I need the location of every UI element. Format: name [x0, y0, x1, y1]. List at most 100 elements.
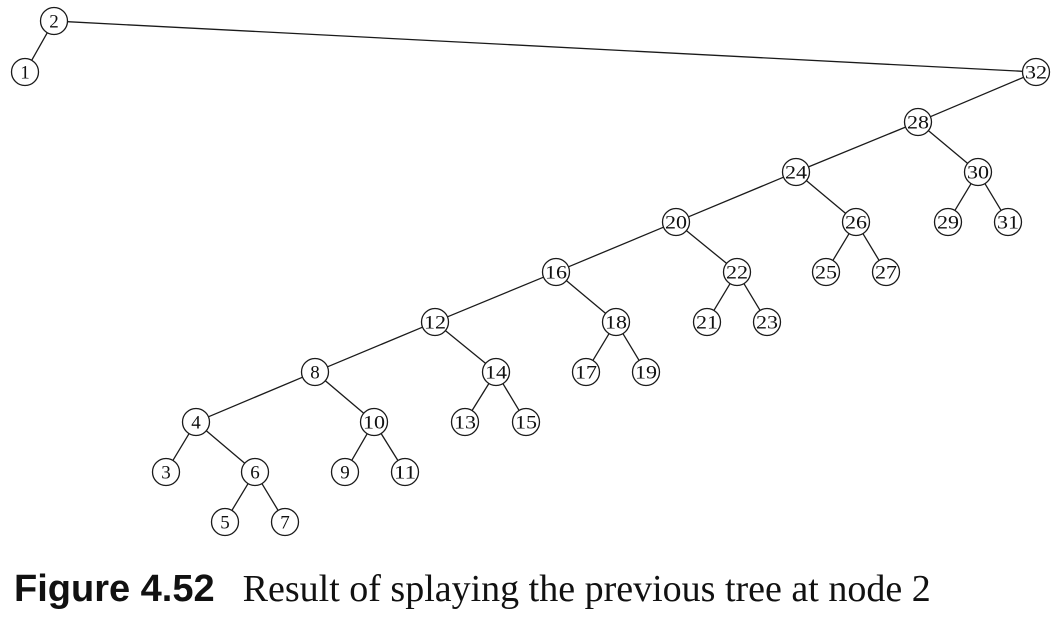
tree-node-28: 28: [903, 107, 933, 137]
node-label: 9: [340, 463, 350, 484]
tree-node-5: 5: [210, 507, 240, 537]
node-label: 18: [605, 313, 627, 334]
tree-node-18: 18: [601, 307, 631, 337]
node-circle: [903, 107, 933, 137]
node-label: 16: [545, 263, 567, 284]
figure-caption: Figure 4.52 Result of splaying the previo…: [14, 570, 931, 608]
node-label: 32: [1025, 63, 1047, 84]
edge-8-4: [208, 376, 303, 418]
node-circle: [1021, 57, 1051, 87]
tree-node-7: 7: [270, 507, 300, 537]
node-circle: [631, 357, 661, 387]
node-label: 20: [665, 213, 687, 234]
node-circle: [481, 357, 511, 387]
tree-node-27: 27: [871, 257, 901, 287]
edge-4-6: [205, 430, 246, 464]
tree-node-24: 24: [781, 157, 811, 187]
node-label: 15: [515, 413, 537, 434]
node-label: 12: [424, 313, 446, 334]
node-label: 28: [907, 113, 929, 134]
edge-28-24: [808, 126, 906, 168]
tree-node-3: 3: [151, 457, 181, 487]
edge-14-13: [471, 383, 490, 411]
edge-4-3: [172, 433, 190, 461]
tree-node-20: 20: [661, 207, 691, 237]
edge-32-28: [930, 76, 1024, 118]
node-label: 6: [250, 463, 260, 484]
tree-node-12: 12: [420, 307, 450, 337]
node-label: 11: [394, 463, 416, 484]
node-circle: [450, 407, 480, 437]
tree-node-9: 9: [330, 457, 360, 487]
node-label: 19: [635, 363, 657, 384]
edges-layer: [31, 21, 1024, 511]
edge-26-27: [862, 233, 880, 261]
node-circle: [933, 207, 963, 237]
node-circle: [151, 457, 181, 487]
node-label: 5: [220, 513, 230, 534]
node-circle: [963, 157, 993, 187]
node-circle: [571, 357, 601, 387]
edge-6-5: [231, 483, 249, 511]
node-circle: [10, 57, 40, 87]
node-label: 30: [967, 163, 989, 184]
tree-node-21: 21: [692, 307, 722, 337]
edge-24-26: [805, 180, 847, 214]
node-circle: [661, 207, 691, 237]
nodes-layer: 1234567891011121314151617181920212223242…: [10, 6, 1051, 537]
node-label: 4: [191, 413, 201, 434]
node-circle: [993, 207, 1023, 237]
edge-18-19: [622, 333, 640, 361]
tree-node-31: 31: [993, 207, 1023, 237]
edge-14-15: [502, 383, 520, 411]
tree-node-4: 4: [181, 407, 211, 437]
tree-node-6: 6: [240, 457, 270, 487]
node-label: 17: [575, 363, 597, 384]
node-circle: [781, 157, 811, 187]
node-circle: [39, 6, 69, 36]
edge-10-9: [351, 433, 368, 461]
node-circle: [722, 257, 752, 287]
node-circle: [420, 307, 450, 337]
node-label: 22: [726, 263, 748, 284]
edge-30-29: [954, 183, 972, 211]
tree-node-14: 14: [481, 357, 511, 387]
edge-26-25: [832, 233, 850, 261]
node-label: 8: [310, 363, 320, 384]
node-circle: [871, 257, 901, 287]
edge-20-16: [568, 226, 664, 268]
node-label: 7: [280, 513, 290, 534]
node-label: 23: [756, 313, 778, 334]
node-circle: [240, 457, 270, 487]
tree-node-15: 15: [511, 407, 541, 437]
edge-2-32: [67, 21, 1023, 72]
node-circle: [210, 507, 240, 537]
tree-node-23: 23: [752, 307, 782, 337]
node-circle: [752, 307, 782, 337]
node-label: 27: [875, 263, 897, 284]
node-circle: [511, 407, 541, 437]
node-label: 31: [997, 213, 1019, 234]
tree-node-19: 19: [631, 357, 661, 387]
edge-10-11: [380, 433, 399, 461]
tree-node-17: 17: [571, 357, 601, 387]
edge-12-8: [327, 326, 423, 368]
tree-node-2: 2: [39, 6, 69, 36]
node-circle: [270, 507, 300, 537]
node-circle: [181, 407, 211, 437]
edge-28-30: [927, 130, 969, 164]
node-label: 25: [815, 263, 837, 284]
edge-16-18: [565, 280, 607, 314]
tree-node-29: 29: [933, 207, 963, 237]
edge-8-10: [324, 380, 365, 414]
tree-node-10: 10: [359, 407, 389, 437]
edge-18-17: [592, 333, 610, 361]
node-circle: [330, 457, 360, 487]
figure-caption-text: Result of splaying the previous tree at …: [242, 568, 931, 610]
node-circle: [601, 307, 631, 337]
edge-30-31: [984, 183, 1002, 211]
node-circle: [300, 357, 330, 387]
edge-22-23: [743, 283, 761, 311]
node-label: 2: [49, 12, 59, 33]
